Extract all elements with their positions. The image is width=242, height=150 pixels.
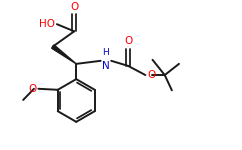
Text: O: O <box>70 2 78 12</box>
Text: O: O <box>29 84 37 94</box>
Polygon shape <box>52 45 76 64</box>
Text: HO: HO <box>39 19 55 29</box>
Text: O: O <box>147 70 155 80</box>
Text: N: N <box>102 61 109 71</box>
Text: O: O <box>124 36 132 46</box>
Text: H: H <box>102 48 108 57</box>
